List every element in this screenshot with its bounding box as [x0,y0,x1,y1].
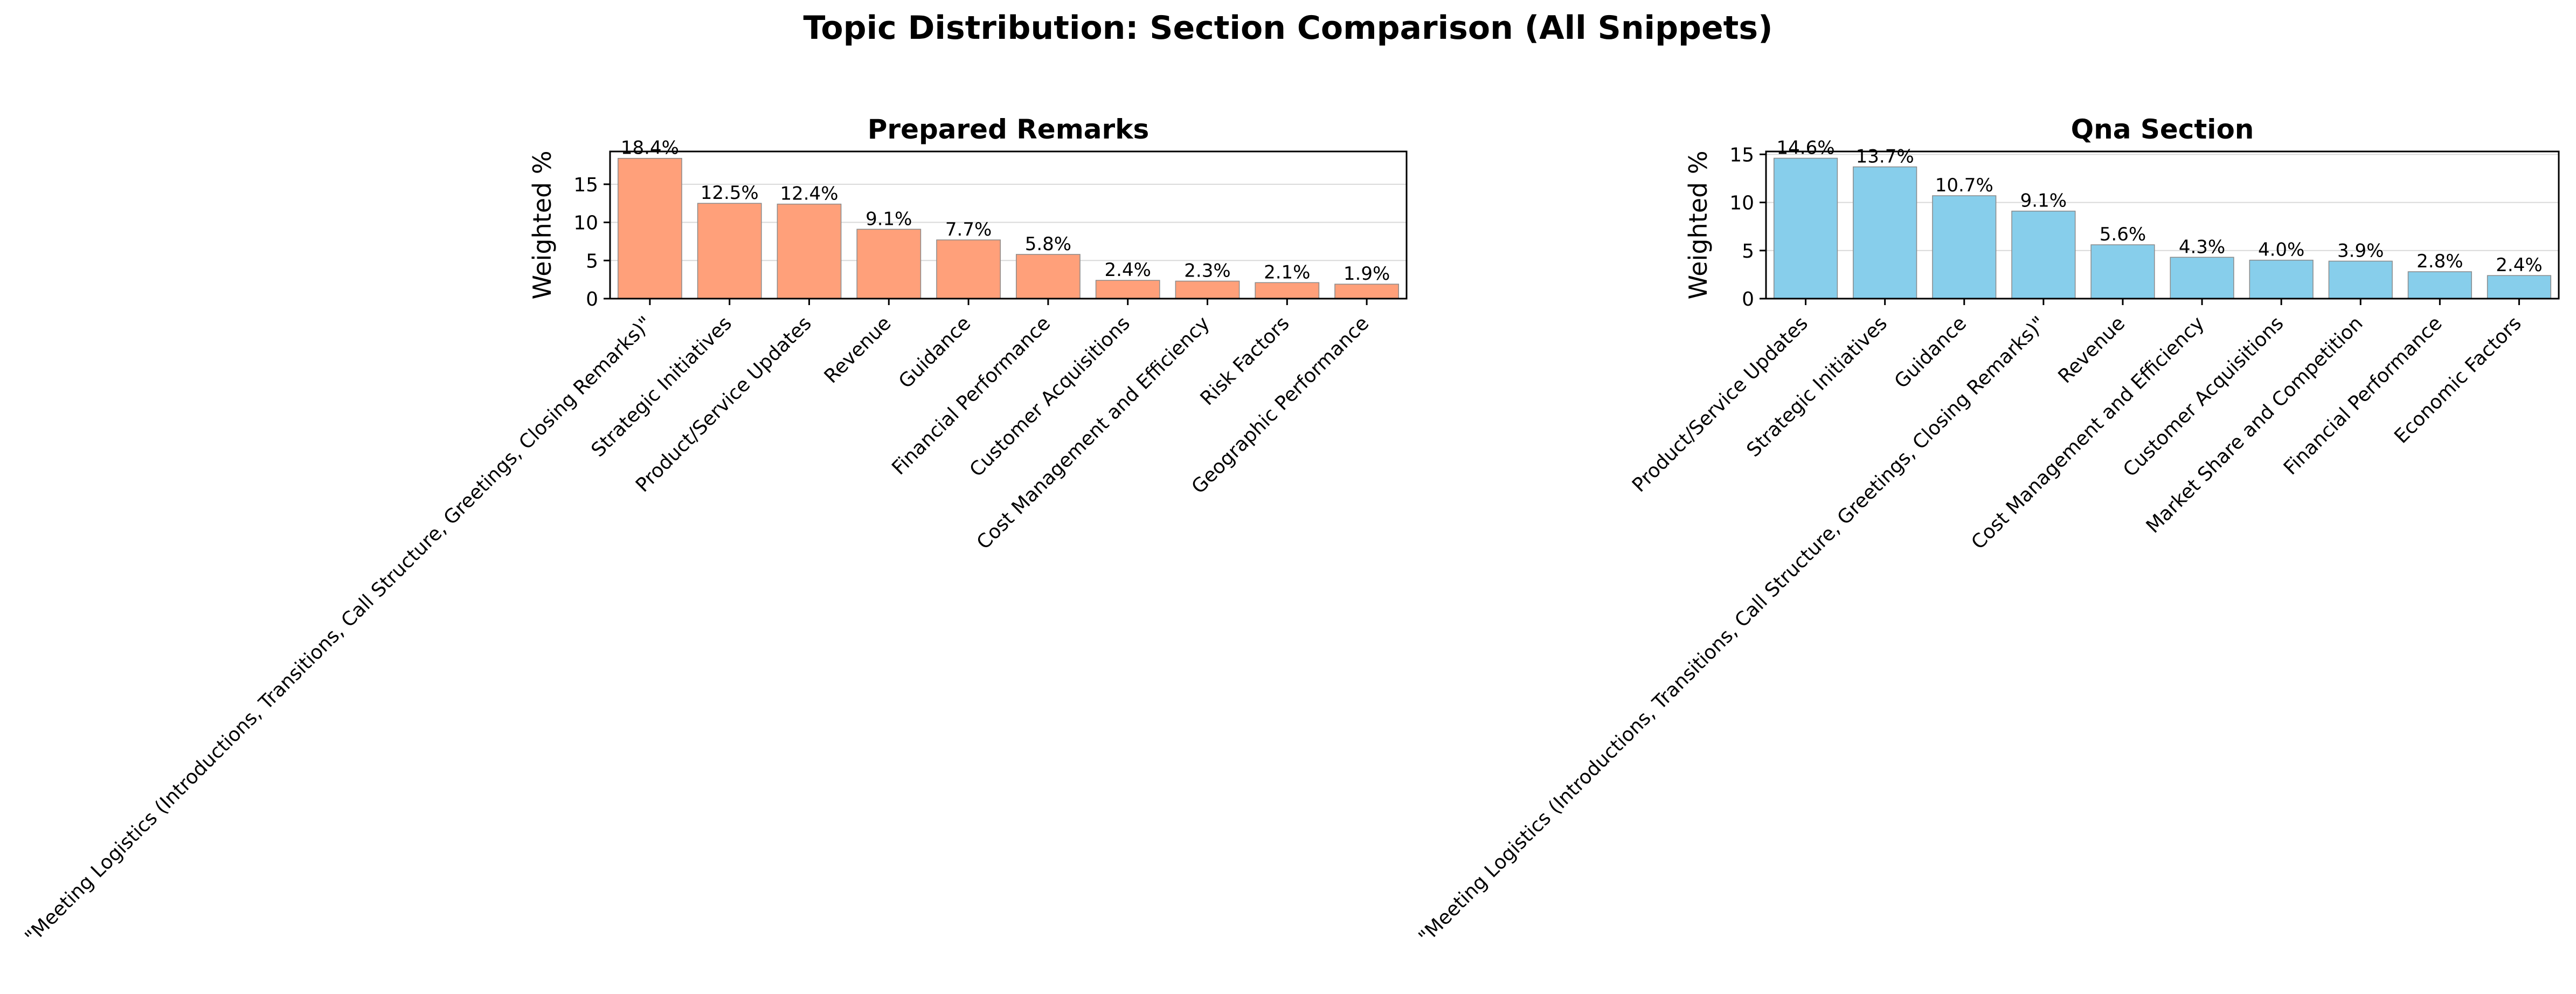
prepared-remarks-data-label: 2.4% [1105,259,1151,281]
qna-section-data-label: 13.7% [1856,146,1914,168]
prepared-remarks-bar [856,229,922,299]
prepared-remarks-data-label: 7.7% [945,219,992,240]
prepared-remarks-y-tick-label: 15 [573,174,598,196]
prepared-remarks-y-axis-label: Weighted % [528,150,557,299]
qna-section-data-label: 14.6% [1777,137,1835,158]
prepared-remarks-data-label: 2.3% [1184,260,1230,281]
prepared-remarks-data-label: 5.8% [1025,233,1071,255]
prepared-remarks-bar [1016,254,1081,299]
prepared-remarks-y-tick-label: 10 [573,212,598,234]
prepared-remarks-bar [936,239,1001,299]
qna-section-y-axis-label: Weighted % [1684,150,1713,299]
qna-section-bar [1773,157,1838,299]
qna-section-bar [2487,275,2552,299]
prepared-remarks-bar [697,203,762,299]
prepared-remarks-data-label: 9.1% [865,208,912,230]
prepared-remarks-data-label: 12.5% [701,182,759,204]
qna-section-data-label: 4.3% [2179,236,2225,258]
qna-section-bar [1932,195,1997,299]
qna-section-bar [1853,166,1917,299]
qna-section-bar [2249,259,2314,299]
prepared-remarks-bar [1095,280,1160,299]
prepared-remarks-bar [777,203,842,299]
qna-section-data-label: 9.1% [2020,190,2067,212]
qna-section-bar [2170,257,2234,299]
qna-section-bar [2011,210,2076,299]
prepared-remarks-y-tick-label: 5 [586,250,598,272]
prepared-remarks-bar [618,157,682,299]
prepared-remarks-data-label: 12.4% [780,183,838,205]
prepared-remarks-data-label: 2.1% [1264,261,1310,283]
qna-section-axes-frame [1765,150,2560,300]
qna-section-bar [2407,271,2472,299]
prepared-remarks-y-tick-label: 0 [586,288,598,310]
qna-section-y-tick-label: 10 [1729,192,1754,215]
qna-section-data-label: 10.7% [1935,175,1993,196]
prepared-remarks-bar [1175,280,1240,299]
qna-section-data-label: 4.0% [2258,239,2304,261]
qna-section-title: Qna Section [2071,114,2254,145]
prepared-remarks-title: Prepared Remarks [868,114,1149,145]
prepared-remarks-bar [1255,282,1320,299]
qna-section-y-tick-label: 15 [1729,144,1754,166]
prepared-remarks-axes-frame [609,150,1408,300]
qna-section-y-tick-label: 5 [1742,240,1754,263]
qna-section-data-label: 2.4% [2496,254,2542,276]
prepared-remarks-data-label: 1.9% [1344,263,1390,285]
qna-section-data-label: 3.9% [2337,240,2384,261]
prepared-remarks-data-label: 18.4% [621,137,679,159]
qna-section-bar [2090,244,2155,299]
figure-title: Topic Distribution: Section Comparison (… [803,9,1772,47]
prepared-remarks-bar [1334,284,1399,299]
qna-section-data-label: 5.6% [2100,224,2146,245]
qna-section-data-label: 2.8% [2416,251,2463,272]
qna-section-y-tick-label: 0 [1742,288,1754,310]
qna-section-bar [2328,260,2393,299]
